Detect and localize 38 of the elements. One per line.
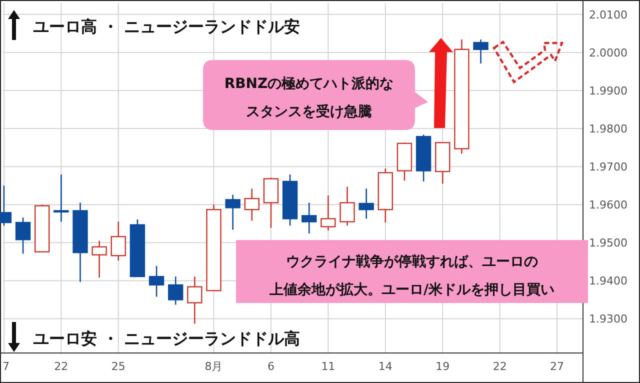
x-tick-label: 7 xyxy=(2,360,10,373)
candlestick xyxy=(473,38,488,64)
y-tick-label: 1.9300 xyxy=(589,312,628,326)
candlestick xyxy=(320,194,336,232)
candlestick xyxy=(168,276,184,306)
candlestick xyxy=(244,188,260,222)
y-tick-label: 1.9600 xyxy=(589,198,628,212)
candlestick xyxy=(263,176,279,228)
candlestick xyxy=(358,188,374,220)
x-tick-label: 19 xyxy=(436,360,450,373)
annotation: ユーロ高 ・ ニュージーランドドル安 xyxy=(33,17,300,36)
y-tick-label: 1.9400 xyxy=(589,274,628,288)
y-tick-label: 2.0100 xyxy=(589,8,628,22)
x-tick-label: 6 xyxy=(267,360,274,373)
x-tick-label: 22 xyxy=(54,360,68,373)
x-tick-label: 14 xyxy=(378,360,392,373)
x-tick-label: 8月 xyxy=(204,360,223,373)
y-tick-label: 1.9800 xyxy=(589,122,628,136)
y-tick-label: 2.0000 xyxy=(589,46,628,60)
annotation: ウクライナ戦争が停戦すれば、ユーロの上値余地が拡大。ユーロ/米ドルを押し目買い xyxy=(268,254,555,298)
y-tick-label: 1.9900 xyxy=(589,84,628,98)
y-tick-label: 1.9500 xyxy=(589,236,628,250)
candlestick xyxy=(302,202,317,234)
annotation: ユーロ安 ・ ニュージーランドドル高 xyxy=(33,329,300,348)
candlestick xyxy=(15,216,31,254)
x-tick-label: 22 xyxy=(492,360,507,373)
candlestick xyxy=(148,265,164,298)
candlestick xyxy=(54,174,69,222)
y-tick-label: 1.9700 xyxy=(589,160,628,174)
annotation: RBNZの極めてハト派的なスタンスを受け急騰 xyxy=(224,76,394,120)
x-tick-label: 11 xyxy=(321,360,336,373)
x-tick-label: 25 xyxy=(111,360,126,373)
candlestick xyxy=(187,276,202,324)
candlestick xyxy=(110,221,126,262)
x-tick-label: 27 xyxy=(550,360,564,373)
candlestick xyxy=(225,194,240,230)
candlestick xyxy=(92,240,107,278)
candlestick xyxy=(340,186,355,226)
